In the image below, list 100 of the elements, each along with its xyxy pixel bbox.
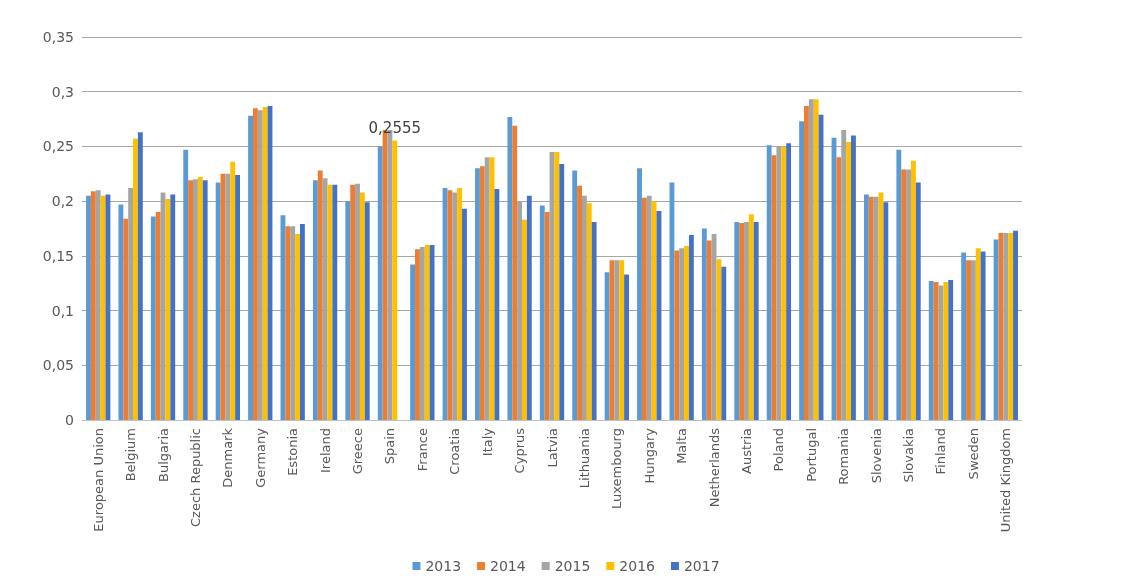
bar <box>544 212 550 420</box>
bar <box>721 266 727 420</box>
bar <box>808 99 814 420</box>
y-tick-label: 0,25 <box>42 138 74 155</box>
bar <box>883 202 889 420</box>
bar <box>123 218 129 420</box>
bar <box>961 252 967 420</box>
x-tick-label: Greece <box>350 428 366 475</box>
bar <box>392 140 398 420</box>
bar <box>410 264 416 420</box>
bar <box>322 178 328 420</box>
x-tick-label: Croatia <box>447 428 463 475</box>
bar <box>183 149 189 420</box>
x-tick-label: Estonia <box>285 428 301 476</box>
bar <box>447 190 453 420</box>
bar <box>836 157 842 420</box>
x-tick-label: Portugal <box>803 428 819 482</box>
x-tick-label: Italy <box>479 427 495 457</box>
bar <box>943 282 949 420</box>
bar <box>225 173 231 420</box>
bar <box>197 177 203 420</box>
bar <box>674 250 680 420</box>
bar <box>539 205 545 420</box>
bar <box>235 174 241 420</box>
bar <box>933 282 939 420</box>
bar <box>257 110 263 420</box>
y-tick-label: 0,1 <box>51 302 74 319</box>
x-tick-label: Bulgaria <box>155 428 171 482</box>
x-tick-label: Hungary <box>641 427 657 484</box>
bar <box>1008 232 1014 420</box>
bar <box>462 208 467 420</box>
x-tick-label: European Union <box>90 428 106 532</box>
x-tick-label: Germany <box>252 427 268 488</box>
bar <box>851 135 856 420</box>
bar <box>688 235 694 420</box>
x-tick-label: Netherlands <box>706 427 722 508</box>
bar <box>424 244 430 420</box>
bar <box>554 151 560 420</box>
bar <box>285 226 291 420</box>
bar <box>799 121 805 420</box>
bar <box>591 221 597 420</box>
bar <box>355 183 360 420</box>
legend-label: 2015 <box>554 558 591 574</box>
bar <box>614 260 620 420</box>
bar <box>572 170 578 420</box>
bar <box>100 195 106 420</box>
bar <box>624 274 629 420</box>
bar <box>928 281 934 420</box>
x-tick-label: Romania <box>836 428 852 485</box>
bar <box>526 195 532 420</box>
bar <box>993 239 999 420</box>
bar <box>494 189 500 420</box>
x-tick-label: Lithuania <box>576 428 592 489</box>
x-tick-label: Spain <box>382 428 398 465</box>
y-tick-label: 0,05 <box>42 357 74 374</box>
x-tick-label: Finland <box>933 428 949 475</box>
y-tick-label: 0,3 <box>51 83 74 100</box>
bar <box>651 201 657 420</box>
x-tick-label: Slovakia <box>901 428 917 483</box>
bar <box>896 149 902 420</box>
bar <box>948 279 954 420</box>
bar <box>290 226 296 420</box>
bar <box>915 182 921 420</box>
x-tick-label: Denmark <box>220 427 236 488</box>
x-tick-label: Malta <box>674 428 690 464</box>
bar <box>170 194 176 420</box>
bar <box>248 115 253 420</box>
bar <box>215 182 221 420</box>
bar <box>786 143 792 420</box>
bar <box>312 180 318 420</box>
bar <box>350 184 356 420</box>
y-tick-label: 0,35 <box>42 29 74 45</box>
bar <box>679 248 685 420</box>
bar <box>706 240 712 420</box>
bar <box>980 251 986 420</box>
bar <box>230 161 236 420</box>
bar <box>559 163 565 420</box>
bar <box>975 248 981 420</box>
bar <box>684 246 689 420</box>
bar <box>165 198 171 420</box>
bar <box>193 179 198 420</box>
x-tick-label: United Kingdom <box>998 428 1014 533</box>
bar <box>863 194 869 420</box>
bar <box>734 221 740 420</box>
bar <box>868 196 874 420</box>
bar <box>202 180 208 420</box>
bar <box>766 145 772 420</box>
bar <box>507 116 513 420</box>
bar <box>188 180 194 420</box>
bar <box>262 107 268 420</box>
bar <box>137 132 143 420</box>
bar <box>415 249 420 420</box>
bar <box>744 221 749 420</box>
x-tick-label: France <box>414 428 430 472</box>
bar <box>781 146 787 420</box>
bar <box>873 196 879 420</box>
legend-label: 2017 <box>683 558 720 574</box>
bar <box>332 184 338 420</box>
bar <box>906 169 911 420</box>
bar <box>452 192 458 420</box>
